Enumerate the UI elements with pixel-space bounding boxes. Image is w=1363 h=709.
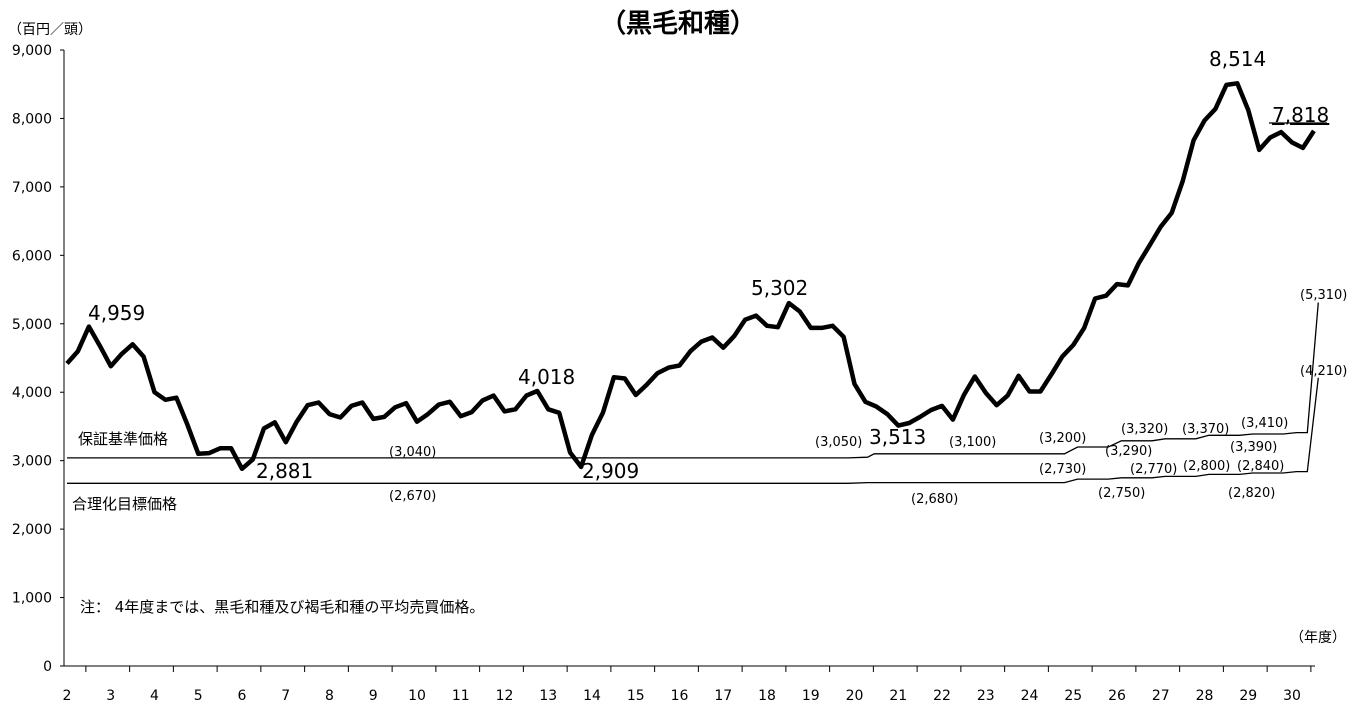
x-tick-label: 4 [150,688,159,704]
x-tick-label: 3 [106,688,115,704]
x-tick-label: 14 [583,688,601,704]
y-tick-label: 0 [43,659,52,675]
target-label: (2,800) [1183,459,1230,474]
guarantee-label: (3,320) [1121,422,1168,437]
y-tick-label: 5,000 [12,317,52,333]
guarantee-label: (3,410) [1241,416,1288,431]
x-tick-label: 30 [1283,688,1301,704]
x-tick-label: 22 [933,688,951,704]
guarantee-label: (3,040) [389,445,436,460]
target-label: (2,680) [911,492,958,507]
target-label: (4,210) [1300,364,1347,379]
x-tick-label: 25 [1064,688,1082,704]
x-tick-label: 13 [539,688,557,704]
x-tick-label: 11 [452,688,470,704]
series-line-target-price [67,377,1319,484]
y-axis: 0 1,000 2,000 3,000 4,000 5,000 6,000 7,000 8,00… [12,43,64,675]
data-label: 2,909 [582,459,639,483]
series-line-guarantee-price [67,302,1319,459]
x-tick-label: 21 [889,688,907,704]
target-label: (2,840) [1237,459,1284,474]
x-tick-label: 29 [1239,688,1257,704]
y-tick-label: 8,000 [12,111,52,127]
y-tick-label: 3,000 [12,454,52,470]
x-tick-label: 17 [714,688,732,704]
target-label: (2,730) [1039,462,1086,477]
y-tick-label: 1,000 [12,591,52,607]
guarantee-label: (5,310) [1300,288,1347,303]
data-label: 3,513 [869,425,926,449]
data-label: 4,018 [518,365,575,389]
y-tick-label: 6,000 [12,248,52,264]
series-label-guarantee: 保証基準価格 [78,430,168,448]
x-tick-label: 27 [1152,688,1170,704]
y-axis-unit: （百円／頭） [8,22,92,38]
chart-note: 注： 4年度までは、黒毛和種及び褐毛和種の平均売買価格。 [80,598,484,616]
data-label: 4,959 [88,301,145,325]
x-tick-label: 9 [369,688,378,704]
target-label: (2,770) [1130,462,1177,477]
x-tick-label: 28 [1196,688,1214,704]
x-tick-label: 16 [671,688,689,704]
y-tick-label: 2,000 [12,522,52,538]
guarantee-label: (3,290) [1105,444,1152,459]
guarantee-label: (3,100) [949,435,996,450]
x-tick-label: 6 [238,688,247,704]
x-tick-label: 26 [1108,688,1126,704]
series-line-average-price [65,81,1316,472]
y-tick-label: 9,000 [12,43,52,59]
target-label: (2,750) [1098,486,1145,501]
guarantee-label: (3,370) [1182,422,1229,437]
data-label: 2,881 [256,459,313,483]
y-tick-label: 7,000 [12,180,52,196]
x-tick-label: 18 [758,688,776,704]
x-tick-label: 24 [1021,688,1039,704]
x-tick-label: 8 [325,688,334,704]
x-axis-unit: （年度） [1290,630,1346,646]
guarantee-label: (3,200) [1039,431,1086,446]
data-label: 8,514 [1209,47,1266,71]
x-tick-label: 2 [63,688,72,704]
target-label: (2,670) [389,489,436,504]
x-tick-label: 15 [627,688,645,704]
y-tick-label: 4,000 [12,385,52,401]
x-tick-label: 7 [281,688,290,704]
x-tick-label: 5 [194,688,203,704]
chart-title: （黒毛和種） [600,9,756,39]
data-label: 5,302 [751,276,808,300]
series-label-target: 合理化目標価格 [72,495,177,513]
x-tick-label: 20 [846,688,864,704]
target-label: (2,820) [1228,486,1275,501]
x-tick-label: 10 [408,688,426,704]
x-axis: 2 3 4 5 6 7 8 9 10 11 12 13 14 15 16 17 18 19 20 21 22 23 24 25… [63,666,1312,704]
x-tick-label: 23 [977,688,995,704]
guarantee-label: (3,390) [1230,440,1277,455]
guarantee-label: (3,050) [815,435,862,450]
x-tick-label: 19 [802,688,820,704]
x-tick-label: 12 [496,688,514,704]
